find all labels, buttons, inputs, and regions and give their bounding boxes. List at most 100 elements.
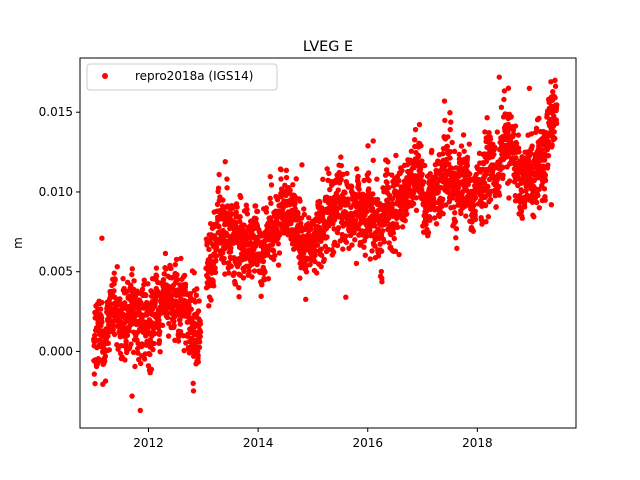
data-point [389,204,395,211]
data-point [283,174,290,181]
data-point [216,171,222,178]
data-point [228,245,234,251]
chart-title: LVEG E [303,39,353,55]
data-point [348,183,355,190]
data-point [114,264,120,270]
data-point [153,265,160,271]
data-point [545,152,552,159]
data-point [330,249,337,255]
data-point [177,317,183,323]
data-point [194,286,200,292]
data-point [259,282,265,288]
data-point [456,151,462,158]
data-point [449,165,455,171]
data-point [91,371,98,377]
data-point [275,241,281,247]
data-point [380,228,386,234]
data-point [222,158,228,165]
data-point [440,196,446,202]
data-point [493,204,499,210]
data-point [197,333,203,340]
data-point [173,256,180,263]
data-point [365,170,372,176]
x-tick-label: 2016 [352,436,383,450]
data-point [168,265,174,272]
data-point [197,329,204,335]
data-point [338,154,344,160]
data-point [241,268,247,274]
data-point [472,208,478,214]
data-point [453,226,460,232]
data-point [551,129,557,135]
data-point [320,176,326,183]
data-point [533,199,540,206]
data-point [496,74,502,80]
data-point [129,393,135,399]
data-point [303,296,309,303]
data-point [224,185,230,191]
y-axis-label: m [11,237,25,249]
y-axis: 0.000 0.005 0.010 0.015 [39,105,80,358]
data-point [146,323,152,330]
data-point [268,182,275,188]
data-point [369,248,375,254]
data-point [390,230,397,236]
data-point [324,234,330,240]
data-point [190,380,196,387]
data-point [221,255,227,262]
data-point [206,303,212,309]
data-point [505,129,511,136]
data-point [532,185,538,192]
data-point [553,120,560,127]
data-point [338,176,344,183]
data-point [519,188,525,195]
data-point [318,246,325,252]
data-point [352,217,359,224]
data-point [148,366,155,373]
data-point [458,210,464,217]
data-point [453,165,459,171]
data-point [343,294,349,300]
data-point [501,96,507,103]
data-point [278,176,284,182]
data-point [463,187,470,193]
data-point [444,143,451,150]
data-point [106,347,113,353]
data-point [513,140,520,147]
data-point [141,277,147,283]
data-point [442,117,448,124]
data-point [238,194,244,201]
data-point [445,134,451,140]
data-point [548,79,554,85]
data-point [440,150,446,157]
data-point [484,115,490,121]
data-point [195,359,201,365]
data-point [454,245,460,252]
data-point [482,129,488,135]
data-point [446,161,452,167]
data-point [272,252,278,259]
data-point [371,222,378,228]
data-point [529,143,535,149]
data-point [545,162,551,168]
data-point [171,318,177,325]
data-point [386,184,392,191]
data-point [451,148,458,155]
data-point [486,130,492,136]
data-point [101,358,108,365]
data-point [381,221,388,228]
data-point [236,261,242,267]
data-point [361,238,368,244]
legend-marker [102,73,108,79]
data-point [363,234,370,240]
data-point [392,248,399,254]
data-point [472,216,479,223]
data-point [481,180,488,186]
data-point [482,194,488,201]
data-point [131,278,137,284]
data-point [458,143,465,149]
data-point [263,205,269,211]
data-point [467,177,474,184]
data-point [419,158,425,164]
